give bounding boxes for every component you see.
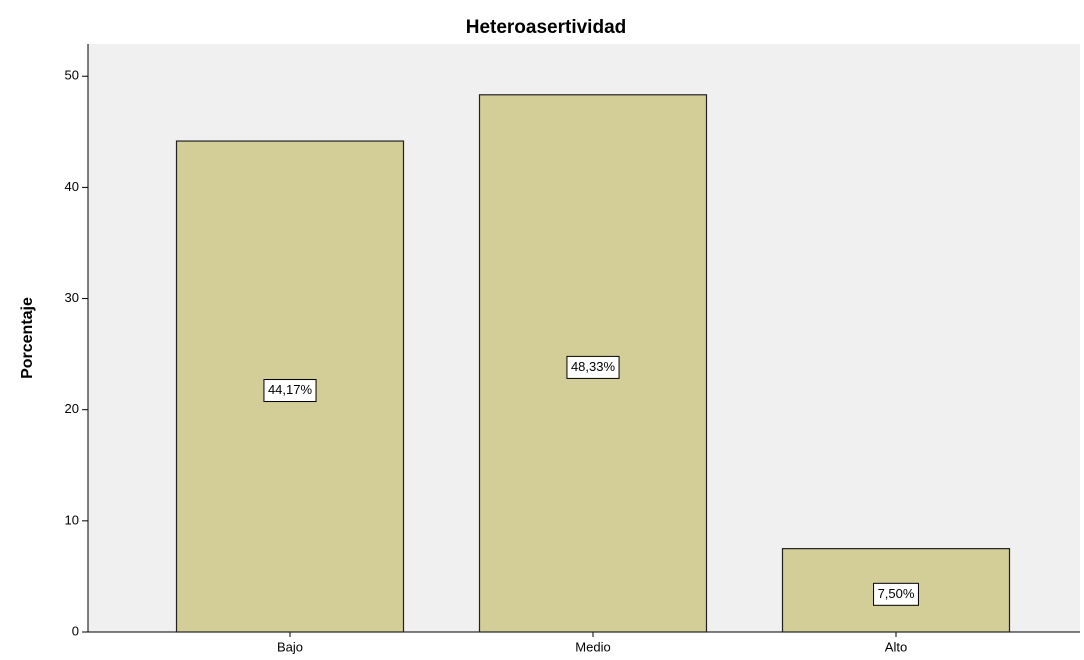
- x-tick-label: Medio: [575, 639, 610, 654]
- y-tick-label: 50: [65, 68, 79, 83]
- value-label: 48,33%: [571, 359, 616, 374]
- y-tick-label: 20: [65, 401, 79, 416]
- y-tick-label: 10: [65, 512, 79, 527]
- value-label: 7,50%: [878, 586, 915, 601]
- value-label-box: [263, 379, 317, 403]
- x-tick-label: Alto: [885, 639, 907, 654]
- y-tick-label: 0: [72, 623, 79, 638]
- x-tick-label: Bajo: [277, 639, 303, 654]
- value-label: 44,17%: [268, 382, 313, 397]
- y-tick-label: 40: [65, 179, 79, 194]
- value-label-box: [873, 582, 919, 606]
- y-tick-label: 30: [65, 290, 79, 305]
- y-axis-label: Porcentaje: [19, 297, 36, 379]
- value-label-box: [566, 355, 620, 379]
- chart-title: Heteroasertividad: [466, 17, 627, 38]
